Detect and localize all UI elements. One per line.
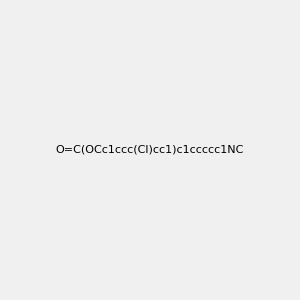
Text: O=C(OCc1ccc(Cl)cc1)c1ccccc1NC: O=C(OCc1ccc(Cl)cc1)c1ccccc1NC	[56, 145, 244, 155]
